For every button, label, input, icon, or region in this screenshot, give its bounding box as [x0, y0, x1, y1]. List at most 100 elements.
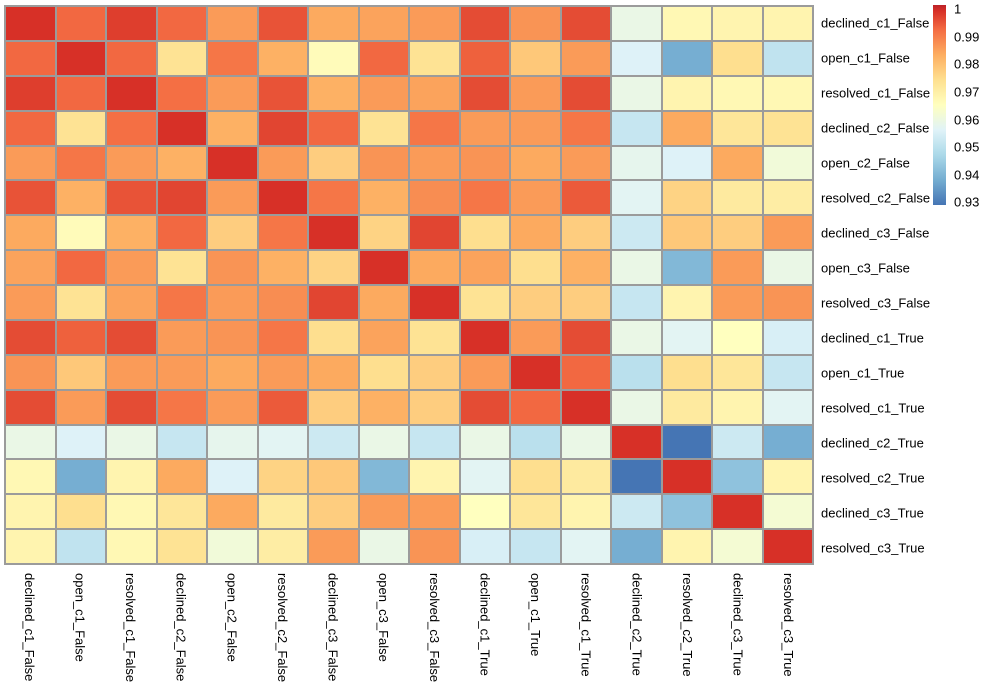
heatmap-cell [107, 76, 156, 110]
heatmap-cell [359, 111, 408, 145]
heatmap-cell [612, 320, 661, 354]
col-label: resolved_c2_False [274, 573, 290, 683]
heatmap-cell [460, 7, 509, 40]
heatmap-cell [763, 286, 812, 319]
col-label: resolved_c1_False [123, 573, 139, 683]
heatmap-cell [6, 390, 55, 424]
col-label: resolved_c3_True [781, 573, 797, 677]
heatmap-cell [460, 495, 509, 529]
row-label: declined_c2_True [821, 435, 924, 450]
heatmap-cell [56, 41, 105, 75]
heatmap-cell [460, 286, 509, 319]
heatmap-cell [511, 111, 560, 145]
heatmap-cell [662, 216, 711, 250]
col-label: open_c3_False [376, 573, 392, 662]
row-label: resolved_c2_True [821, 470, 925, 485]
heatmap-cell [107, 111, 156, 145]
heatmap-cell [157, 76, 206, 110]
heatmap-cell [662, 111, 711, 145]
heatmap-cell [208, 146, 257, 180]
heatmap-cell [763, 7, 812, 40]
heatmap-cell [662, 286, 711, 319]
row-label: resolved_c3_True [821, 540, 925, 555]
heatmap-cell [511, 76, 560, 110]
heatmap-cell [612, 216, 661, 250]
heatmap-cell [410, 111, 459, 145]
heatmap-cell [258, 286, 307, 319]
heatmap-cell [309, 425, 358, 459]
colorbar-tick-label: 0.97 [954, 84, 980, 100]
row-label: resolved_c1_False [821, 85, 931, 100]
heatmap-cell [56, 286, 105, 319]
heatmap-cell [410, 146, 459, 180]
heatmap-cell [713, 286, 762, 319]
row-label: resolved_c1_True [821, 400, 925, 415]
heatmap-cell [309, 460, 358, 494]
heatmap-cell [460, 390, 509, 424]
colorbar-tick-label: 0.94 [954, 167, 980, 183]
heatmap-cell [662, 146, 711, 180]
heatmap-cell [157, 495, 206, 529]
heatmap-cell [612, 251, 661, 284]
heatmap-cell [107, 286, 156, 319]
colorbar-gradient [933, 5, 946, 205]
heatmap-cell [6, 251, 55, 284]
heatmap-cell [410, 251, 459, 284]
heatmap-cell [309, 286, 358, 319]
row-label: declined_c3_True [821, 505, 924, 520]
heatmap-cell [6, 320, 55, 354]
heatmap-cell [460, 530, 509, 563]
heatmap-cell [561, 460, 610, 494]
colorbar-tick-label: 0.99 [954, 29, 980, 45]
heatmap-cell [6, 460, 55, 494]
heatmap-cell [612, 146, 661, 180]
heatmap-cell [208, 111, 257, 145]
heatmap-cell [561, 530, 610, 563]
colorbar-tick-label: 0.95 [954, 139, 980, 155]
heatmap-cell [309, 181, 358, 215]
heatmap-cell [56, 7, 105, 40]
heatmap-cell [208, 181, 257, 215]
heatmap-cell [713, 146, 762, 180]
heatmap-cell [410, 530, 459, 563]
heatmap-cell [662, 7, 711, 40]
heatmap-cell [107, 216, 156, 250]
heatmap-cell [258, 216, 307, 250]
heatmap-cell [208, 76, 257, 110]
heatmap-cell [208, 460, 257, 494]
heatmap-cell [612, 41, 661, 75]
heatmap-cell [157, 111, 206, 145]
heatmap-cell [6, 7, 55, 40]
heatmap-cell [107, 530, 156, 563]
heatmap-cell [763, 425, 812, 459]
heatmap-cell [157, 7, 206, 40]
heatmap-cell [763, 495, 812, 529]
heatmap-cell [763, 216, 812, 250]
heatmap-cell [763, 146, 812, 180]
heatmap-cell [561, 390, 610, 424]
heatmap-cell [309, 390, 358, 424]
heatmap-cell [107, 495, 156, 529]
heatmap-cell [460, 146, 509, 180]
heatmap-cell [359, 495, 408, 529]
heatmap-cell [157, 460, 206, 494]
heatmap-cell [410, 495, 459, 529]
heatmap-cell [309, 320, 358, 354]
heatmap-cell [511, 495, 560, 529]
heatmap-cell [157, 216, 206, 250]
heatmap-cell [56, 111, 105, 145]
heatmap-cell [359, 530, 408, 563]
heatmap-cell [258, 460, 307, 494]
heatmap-cell [713, 41, 762, 75]
heatmap-cell [359, 76, 408, 110]
heatmap-cell [208, 7, 257, 40]
heatmap-cell [612, 390, 661, 424]
heatmap-cell [713, 7, 762, 40]
heatmap-cell [309, 216, 358, 250]
heatmap-cell [561, 425, 610, 459]
heatmap-cell [460, 41, 509, 75]
heatmap-cell [258, 7, 307, 40]
heatmap-cell [208, 390, 257, 424]
heatmap-cell [6, 181, 55, 215]
